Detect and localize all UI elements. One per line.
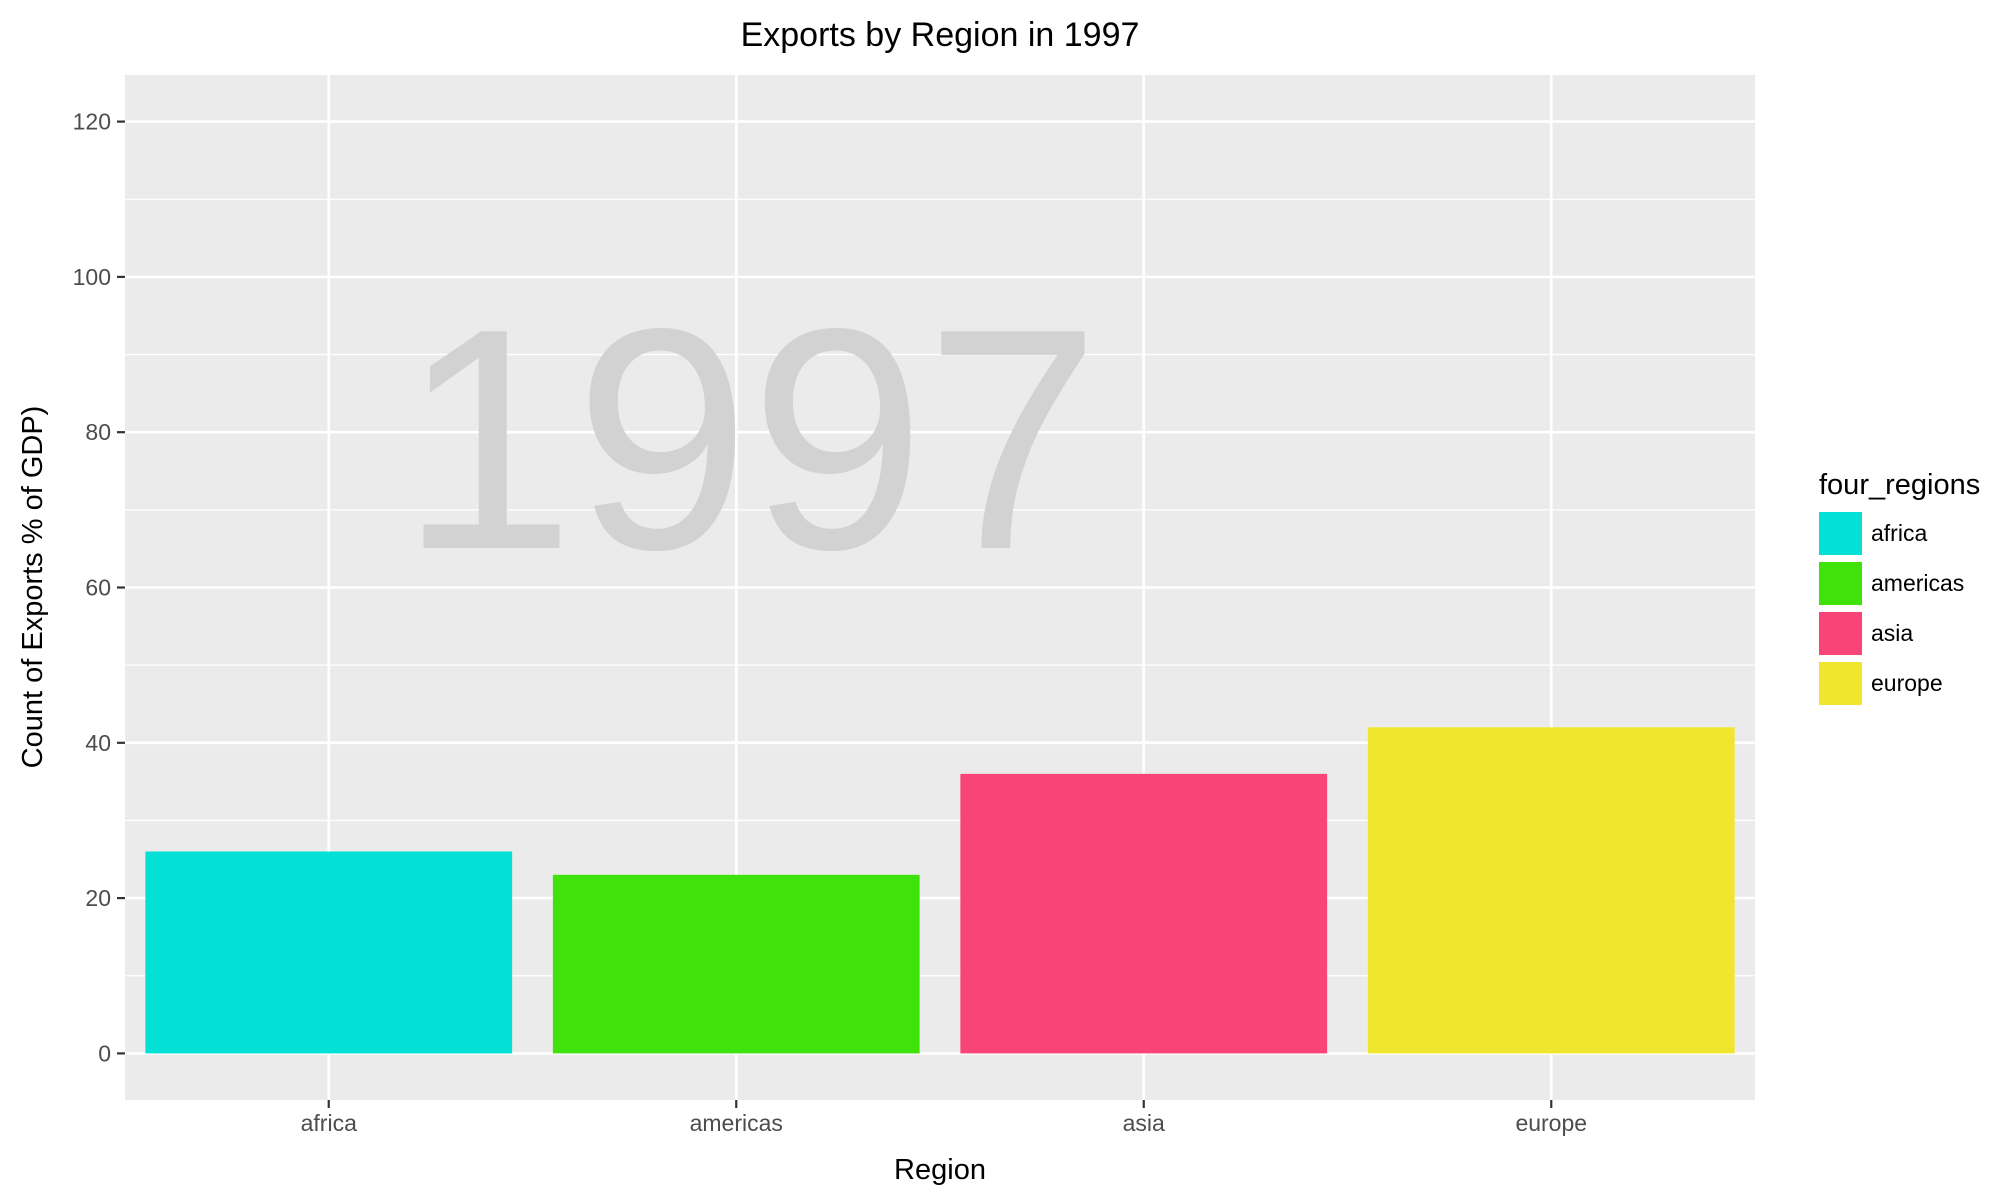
- bar-africa: [145, 851, 513, 1054]
- bar-europe: [1367, 727, 1735, 1054]
- legend-title: four_regions: [1819, 469, 1980, 501]
- legend-key-europe: [1819, 662, 1862, 705]
- y-tick-label: 20: [85, 885, 111, 911]
- y-axis: 0 20 40 60 80 100 120: [73, 109, 125, 1066]
- x-tick-label-asia: asia: [1123, 1110, 1165, 1136]
- legend-label-asia: asia: [1871, 620, 1913, 646]
- bars: [145, 727, 1735, 1054]
- legend-items: africa americas asia europe: [1819, 512, 1964, 705]
- legend-key-americas: [1819, 562, 1862, 605]
- legend-key-africa: [1819, 512, 1862, 555]
- legend-label-europe: europe: [1871, 670, 1943, 696]
- bar-asia: [960, 773, 1328, 1054]
- y-tick-label: 120: [73, 109, 111, 135]
- y-tick-label: 100: [73, 264, 111, 290]
- y-tick-label: 0: [98, 1040, 111, 1066]
- legend-label-africa: africa: [1871, 520, 1927, 546]
- legend-key-asia: [1819, 612, 1862, 655]
- y-tick-label: 80: [85, 419, 111, 445]
- y-tick-label: 40: [85, 730, 111, 756]
- x-tick-label-americas: americas: [690, 1110, 783, 1136]
- x-axis: africa americas asia europe: [301, 1100, 1587, 1136]
- plot-panel: 1997: [125, 75, 1755, 1100]
- bar-americas: [552, 874, 920, 1054]
- year-watermark: 1997: [400, 263, 1101, 615]
- x-tick-label-europe: europe: [1515, 1110, 1587, 1136]
- y-tick-label: 60: [85, 575, 111, 601]
- x-tick-label-africa: africa: [301, 1110, 357, 1136]
- x-axis-title: Region: [894, 1154, 986, 1186]
- legend: four_regions africa americas asia europe: [1819, 469, 1980, 705]
- legend-label-americas: americas: [1871, 570, 1964, 596]
- y-axis-title: Count of Exports % of GDP): [17, 406, 49, 769]
- chart-title: Exports by Region in 1997: [741, 16, 1140, 54]
